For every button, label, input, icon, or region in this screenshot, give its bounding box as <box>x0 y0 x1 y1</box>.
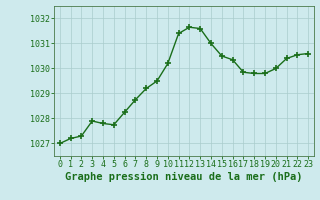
X-axis label: Graphe pression niveau de la mer (hPa): Graphe pression niveau de la mer (hPa) <box>65 172 303 182</box>
